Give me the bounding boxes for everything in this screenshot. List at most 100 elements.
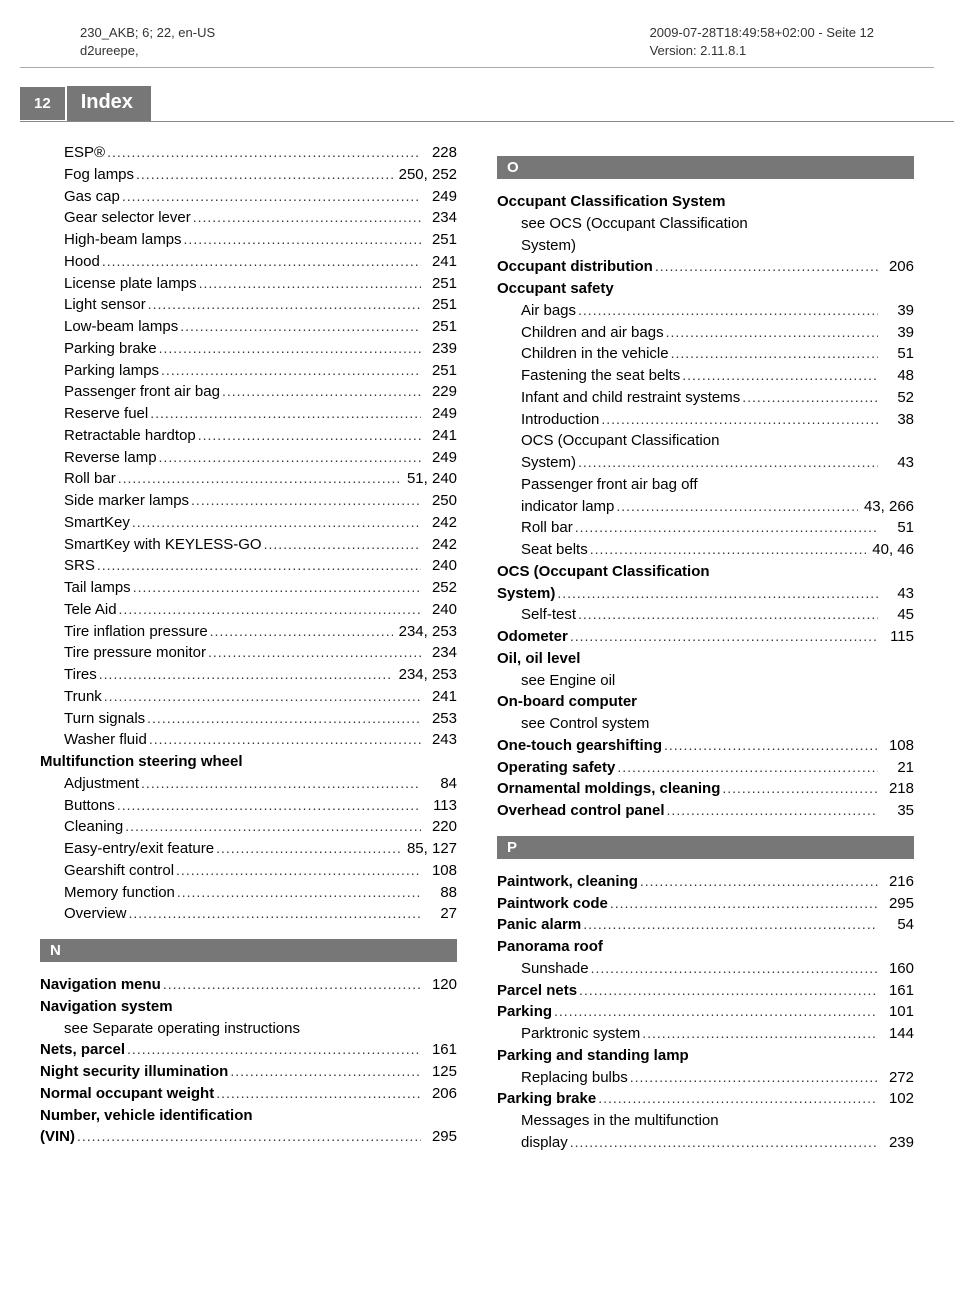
entry-page: 115 xyxy=(880,626,914,648)
index-entry: System) xyxy=(497,235,914,257)
entry-page: 216 xyxy=(880,871,914,893)
leader-dots xyxy=(177,882,421,902)
entry-label: Multifunction steering wheel xyxy=(40,751,243,773)
entry-page: 251 xyxy=(423,229,457,251)
entry-label: Occupant safety xyxy=(497,278,614,300)
entry-label: Parking brake xyxy=(497,1088,596,1110)
entry-label: Hood xyxy=(64,251,100,273)
entry-page: 161 xyxy=(423,1039,457,1061)
entry-page: 234, 253 xyxy=(395,621,457,643)
leader-dots xyxy=(722,778,878,798)
entry-page: 27 xyxy=(423,903,457,925)
entry-page: 54 xyxy=(880,914,914,936)
entry-page: 250, 252 xyxy=(395,164,457,186)
leader-dots xyxy=(655,256,878,276)
index-entry: see Engine oil xyxy=(497,670,914,692)
header-rule xyxy=(20,67,934,68)
index-entry: Paintwork code 295 xyxy=(497,893,914,915)
leader-dots xyxy=(642,1023,878,1043)
section-head: N xyxy=(40,939,457,962)
entry-label: Paintwork, cleaning xyxy=(497,871,638,893)
index-entry: Hood241 xyxy=(40,251,457,273)
entry-page: 85, 127 xyxy=(403,838,457,860)
index-entry: Panic alarm 54 xyxy=(497,914,914,936)
entry-page: 241 xyxy=(423,686,457,708)
entry-page: 102 xyxy=(880,1088,914,1110)
entry-label: Children in the vehicle xyxy=(521,343,669,365)
leader-dots xyxy=(107,142,421,162)
index-entry: SmartKey with KEYLESS-GO 242 xyxy=(40,534,457,556)
entry-label: Reserve fuel xyxy=(64,403,148,425)
entry-page: 45 xyxy=(880,604,914,626)
entry-label: On-board computer xyxy=(497,691,637,713)
entry-label: Sunshade xyxy=(521,958,589,980)
entry-page: 35 xyxy=(880,800,914,822)
entry-page: 251 xyxy=(423,360,457,382)
entry-page: 38 xyxy=(880,409,914,431)
leader-dots xyxy=(191,490,421,510)
entry-label: Passenger front air bag xyxy=(64,381,220,403)
leader-dots xyxy=(216,838,401,858)
entry-label: Night security illumination xyxy=(40,1061,228,1083)
leader-dots xyxy=(591,958,878,978)
entry-label: Fastening the seat belts xyxy=(521,365,680,387)
leader-dots xyxy=(104,686,421,706)
entry-label: Operating safety xyxy=(497,757,615,779)
leader-dots xyxy=(742,387,878,407)
entry-label: Children and air bags xyxy=(521,322,664,344)
section-head: O xyxy=(497,156,914,179)
entry-label: One-touch gearshifting xyxy=(497,735,662,757)
entry-label: Paintwork code xyxy=(497,893,608,915)
entry-page: 252 xyxy=(423,577,457,599)
entry-label: see Separate operating instructions xyxy=(64,1018,300,1040)
header-left-1: 230_AKB; 6; 22, en-US xyxy=(80,24,215,42)
leader-dots xyxy=(578,300,878,320)
index-entry: Replacing bulbs272 xyxy=(497,1067,914,1089)
leader-dots xyxy=(150,403,421,423)
leader-dots xyxy=(199,273,421,293)
entry-label: Easy-entry/exit feature xyxy=(64,838,214,860)
left-column: ESP®228Fog lamps250, 252Gas cap249Gear s… xyxy=(20,142,477,1154)
leader-dots xyxy=(630,1067,878,1087)
entry-label: Tail lamps xyxy=(64,577,131,599)
index-entry: Nets, parcel161 xyxy=(40,1039,457,1061)
entry-page: 253 xyxy=(423,708,457,730)
entry-page: 218 xyxy=(880,778,914,800)
entry-label: Occupant distribution xyxy=(497,256,653,278)
leader-dots xyxy=(127,1039,421,1059)
entry-page: 43, 266 xyxy=(860,496,914,518)
index-entry: Tail lamps 252 xyxy=(40,577,457,599)
entry-page: 39 xyxy=(880,322,914,344)
index-entry: Introduction38 xyxy=(497,409,914,431)
entry-page: 241 xyxy=(423,425,457,447)
entry-label: Fog lamps xyxy=(64,164,134,186)
entry-label: Trunk xyxy=(64,686,102,708)
entry-label: Panic alarm xyxy=(497,914,581,936)
entry-page: 48 xyxy=(880,365,914,387)
index-entry: Buttons113 xyxy=(40,795,457,817)
index-entry: (VIN)295 xyxy=(40,1126,457,1148)
index-columns: ESP®228Fog lamps250, 252Gas cap249Gear s… xyxy=(0,122,954,1154)
entry-page: 242 xyxy=(423,534,457,556)
leader-dots xyxy=(210,621,393,641)
leader-dots xyxy=(184,229,421,249)
leader-dots xyxy=(208,642,421,662)
entry-page: 234 xyxy=(423,642,457,664)
entry-page: 228 xyxy=(423,142,457,164)
entry-label: Retractable hardtop xyxy=(64,425,196,447)
entry-label: Tires xyxy=(64,664,97,686)
entry-label: Low-beam lamps xyxy=(64,316,178,338)
entry-page: 239 xyxy=(880,1132,914,1154)
leader-dots xyxy=(180,316,421,336)
entry-label: display xyxy=(521,1132,568,1154)
entry-page: 251 xyxy=(423,294,457,316)
entry-label: Navigation menu xyxy=(40,974,161,996)
entry-page: 295 xyxy=(880,893,914,915)
entry-label: SmartKey with KEYLESS-GO xyxy=(64,534,262,556)
entry-label: Memory function xyxy=(64,882,175,904)
leader-dots xyxy=(640,871,878,891)
index-entry: Occupant safety xyxy=(497,278,914,300)
leader-dots xyxy=(667,800,878,820)
leader-dots xyxy=(163,974,421,994)
entry-page: 161 xyxy=(880,980,914,1002)
